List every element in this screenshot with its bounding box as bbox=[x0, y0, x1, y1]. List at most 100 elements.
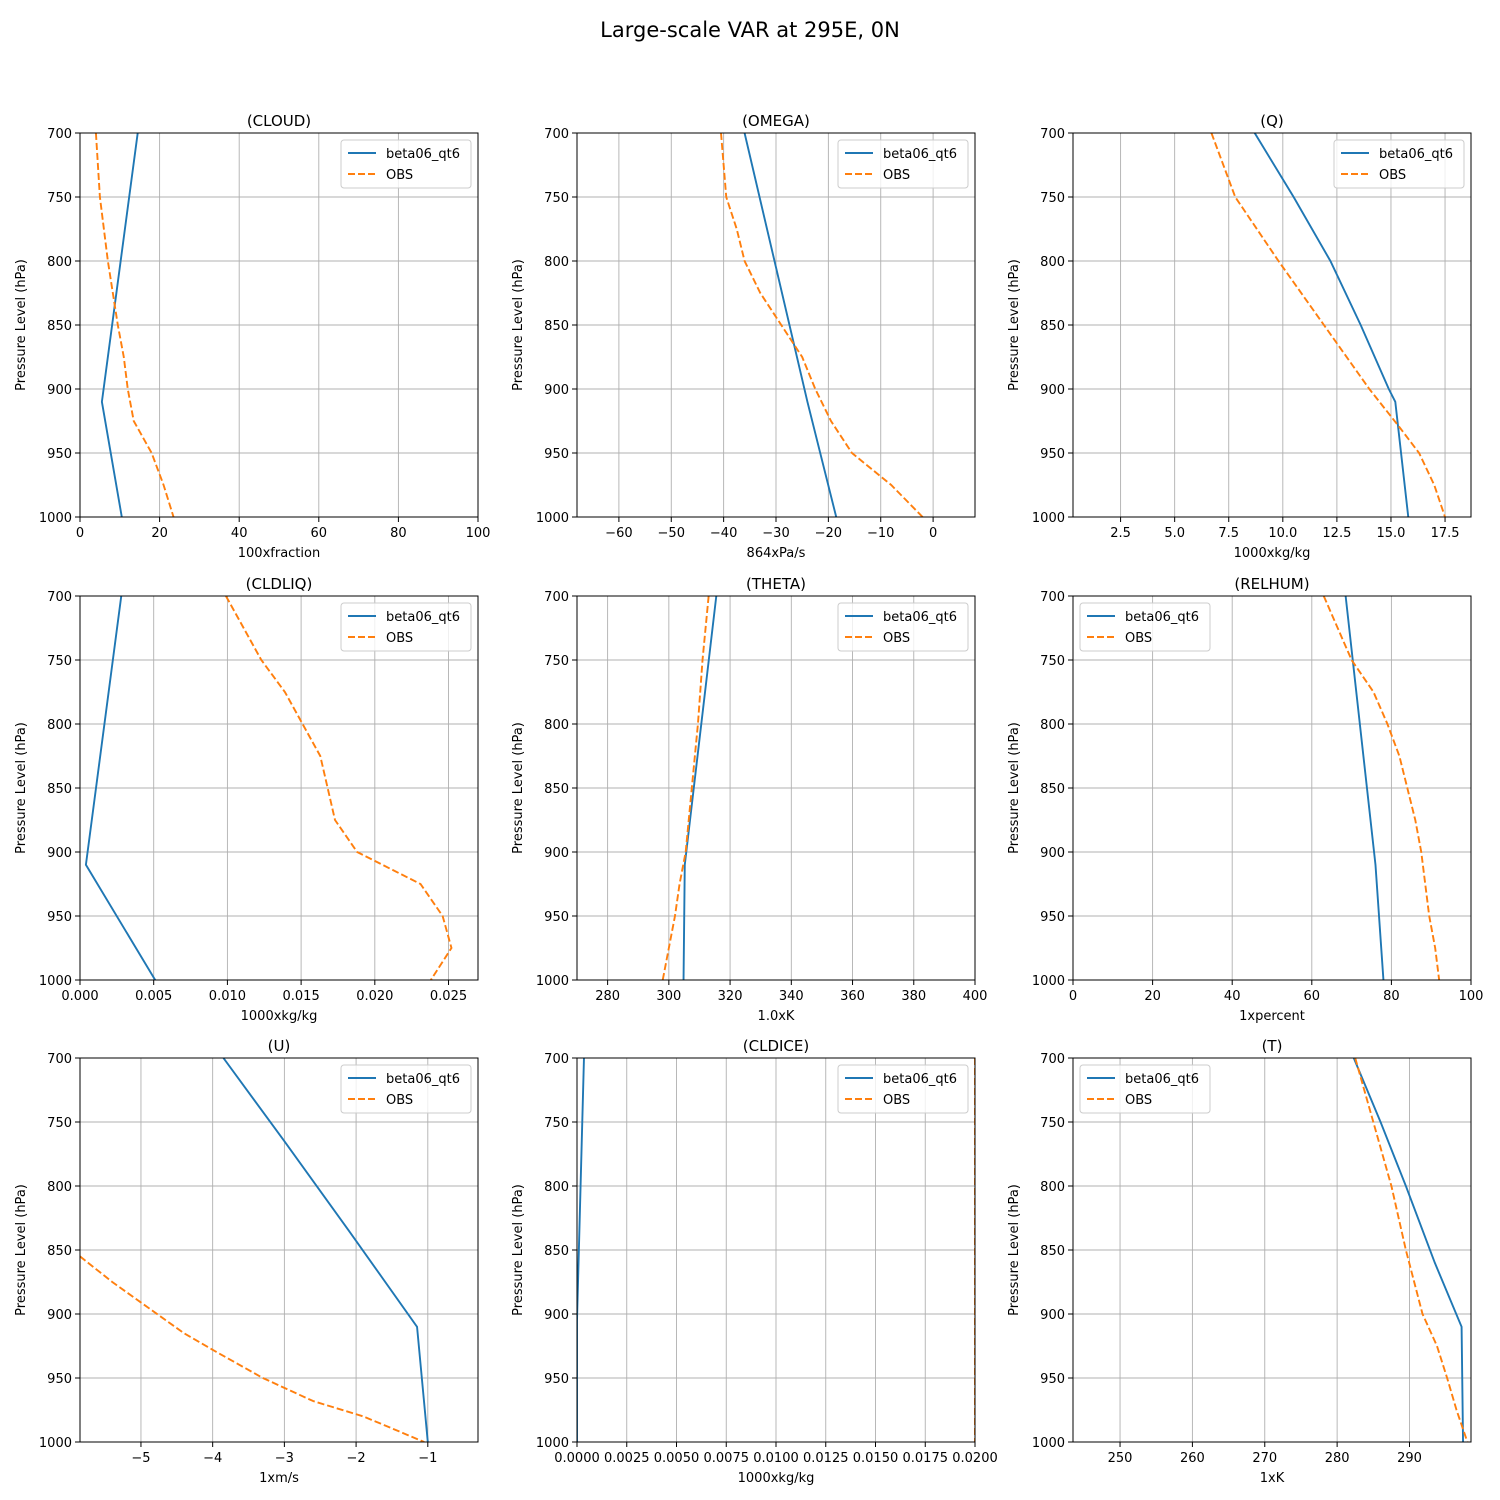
legend: beta06_qt6 OBS bbox=[1079, 602, 1211, 652]
x-tick-label: 300 bbox=[656, 989, 681, 1004]
series-line-model bbox=[100, 133, 139, 517]
legend-label: beta06_qt6 bbox=[883, 1072, 957, 1087]
x-tick-label: 0.0175 bbox=[903, 1451, 949, 1466]
y-axis-label: Pressure Level (hPa) bbox=[511, 259, 526, 391]
legend: beta06_qt6 OBS bbox=[340, 1064, 472, 1114]
legend-label: beta06_qt6 bbox=[386, 610, 460, 625]
y-tick-label: 950 bbox=[544, 447, 569, 462]
legend-label: beta06_qt6 bbox=[386, 147, 460, 162]
y-tick-label: 700 bbox=[1040, 1052, 1065, 1067]
y-tick-label: 750 bbox=[1040, 1116, 1065, 1131]
x-tick-label: 250 bbox=[1108, 1451, 1133, 1466]
legend-label: beta06_qt6 bbox=[883, 147, 957, 162]
y-tick-label: 700 bbox=[47, 127, 72, 142]
legend-label: OBS bbox=[1379, 168, 1406, 183]
y-tick-label: 1000 bbox=[536, 511, 569, 526]
x-tick-label: 0.0075 bbox=[704, 1451, 750, 1466]
series-line-model bbox=[84, 596, 156, 980]
x-tick-label: −3 bbox=[275, 1451, 294, 1466]
y-tick-label: 800 bbox=[1040, 255, 1065, 270]
subplot-title: (Q) bbox=[1260, 112, 1284, 130]
y-tick-label: 800 bbox=[47, 255, 72, 270]
legend: beta06_qt6 OBS bbox=[340, 602, 472, 652]
series-line-model bbox=[1344, 596, 1385, 980]
y-tick-label: 700 bbox=[1040, 127, 1065, 142]
legend: beta06_qt6 OBS bbox=[1333, 139, 1465, 189]
x-tick-label: 0.0125 bbox=[803, 1451, 849, 1466]
x-axis-label: 1xm/s bbox=[259, 1471, 299, 1486]
x-axis-label: 1xpercent bbox=[1239, 1009, 1305, 1024]
series-line-obs bbox=[661, 596, 710, 980]
x-tick-label: 12.5 bbox=[1322, 526, 1351, 541]
y-tick-label: 1000 bbox=[1032, 974, 1065, 989]
legend-box bbox=[837, 139, 969, 189]
subplot-title: (THETA) bbox=[746, 575, 806, 593]
y-tick-label: 950 bbox=[1040, 910, 1065, 925]
legend-box bbox=[837, 602, 969, 652]
y-tick-label: 800 bbox=[1040, 1180, 1065, 1195]
series-line-model bbox=[743, 133, 838, 517]
y-tick-label: 750 bbox=[1040, 191, 1065, 206]
y-tick-label: 800 bbox=[544, 255, 569, 270]
x-tick-label: 40 bbox=[231, 526, 248, 541]
x-tick-label: −10 bbox=[867, 526, 894, 541]
y-axis-label: Pressure Level (hPa) bbox=[511, 722, 526, 854]
x-tick-label: 280 bbox=[595, 989, 620, 1004]
y-tick-label: 900 bbox=[1040, 846, 1065, 861]
y-tick-label: 900 bbox=[1040, 383, 1065, 398]
series-line-model bbox=[1352, 1058, 1464, 1442]
legend-box bbox=[1079, 1064, 1211, 1114]
series-line-model bbox=[682, 596, 718, 980]
x-tick-label: 5.0 bbox=[1164, 526, 1185, 541]
y-tick-label: 950 bbox=[47, 1372, 72, 1387]
x-tick-label: 0.010 bbox=[209, 989, 246, 1004]
legend: beta06_qt6 OBS bbox=[837, 602, 969, 652]
x-tick-label: 270 bbox=[1252, 1451, 1277, 1466]
y-tick-label: 850 bbox=[1040, 319, 1065, 334]
x-tick-label: 260 bbox=[1180, 1451, 1205, 1466]
x-tick-label: 0.0150 bbox=[853, 1451, 899, 1466]
figure-title: Large-scale VAR at 295E, 0N bbox=[600, 18, 900, 42]
x-axis-label: 100xfraction bbox=[238, 546, 320, 561]
x-tick-label: 0.0000 bbox=[554, 1451, 600, 1466]
legend-label: beta06_qt6 bbox=[1125, 1072, 1199, 1087]
legend-label: OBS bbox=[1125, 1093, 1152, 1108]
x-tick-label: 0.015 bbox=[283, 989, 320, 1004]
y-tick-label: 700 bbox=[544, 127, 569, 142]
series-line-model bbox=[222, 1058, 429, 1442]
x-tick-label: −5 bbox=[131, 1451, 150, 1466]
series-line-obs bbox=[225, 596, 453, 980]
x-tick-label: 7.5 bbox=[1218, 526, 1239, 541]
legend-label: beta06_qt6 bbox=[386, 1072, 460, 1087]
y-tick-label: 1000 bbox=[39, 511, 72, 526]
y-tick-label: 700 bbox=[544, 1052, 569, 1067]
legend-label: beta06_qt6 bbox=[883, 610, 957, 625]
legend-box bbox=[340, 1064, 472, 1114]
y-tick-label: 700 bbox=[544, 590, 569, 605]
x-tick-label: −30 bbox=[762, 526, 789, 541]
x-axis-label: 1000xkg/kg bbox=[738, 1471, 815, 1486]
y-tick-label: 750 bbox=[1040, 654, 1065, 669]
y-tick-label: 750 bbox=[47, 191, 72, 206]
x-tick-label: 20 bbox=[1144, 989, 1161, 1004]
y-tick-label: 850 bbox=[544, 782, 569, 797]
x-tick-label: 2.5 bbox=[1110, 526, 1131, 541]
x-tick-label: 0 bbox=[76, 526, 84, 541]
subplot-cldice: 0.0000 0.0025 0.0050 0.0075 0.0100 0.0125 0.01… bbox=[511, 1037, 998, 1486]
x-tick-label: 340 bbox=[779, 989, 804, 1004]
subplot-title: (T) bbox=[1262, 1037, 1283, 1055]
x-tick-label: −2 bbox=[347, 1451, 366, 1466]
x-axis-label: 864xPa/s bbox=[747, 546, 806, 561]
y-tick-label: 750 bbox=[47, 654, 72, 669]
x-tick-label: 280 bbox=[1325, 1451, 1350, 1466]
x-tick-label: 100 bbox=[1459, 989, 1484, 1004]
y-tick-label: 850 bbox=[544, 319, 569, 334]
y-axis-label: Pressure Level (hPa) bbox=[1007, 722, 1022, 854]
subplot-cldliq: 0.000 0.005 0.010 0.015 0.020 0.025 700 750 800 8… bbox=[14, 575, 479, 1024]
legend: beta06_qt6 OBS bbox=[837, 1064, 969, 1114]
x-tick-label: 10.0 bbox=[1268, 526, 1297, 541]
series-line-obs bbox=[1322, 596, 1441, 980]
y-axis-label: Pressure Level (hPa) bbox=[511, 1184, 526, 1316]
legend: beta06_qt6 OBS bbox=[837, 139, 969, 189]
